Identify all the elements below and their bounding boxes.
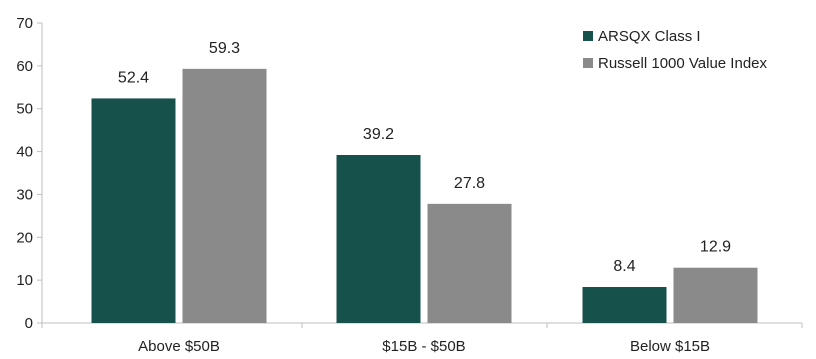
data-labels: 52.4 59.3 39.2 27.8 8.4 12.9 <box>118 40 731 275</box>
data-label: 39.2 <box>363 126 394 143</box>
data-label: 8.4 <box>613 258 635 275</box>
legend-label: ARSQX Class I <box>598 28 701 45</box>
y-tick-label: 50 <box>16 101 33 118</box>
y-tick-label: 70 <box>16 15 33 32</box>
y-tick-label: 0 <box>25 315 33 332</box>
y-tick-label: 10 <box>16 272 33 289</box>
legend-swatch <box>583 31 593 41</box>
y-tick-label: 60 <box>16 58 33 75</box>
bar-russell-1 <box>427 203 512 323</box>
data-label: 59.3 <box>209 40 240 57</box>
legend-swatch <box>583 58 593 68</box>
legend-label: Russell 1000 Value Index <box>598 55 767 72</box>
x-category-label: Above $50B <box>138 338 220 355</box>
x-axis-category-labels: Above $50B $15B - $50B Below $15B <box>138 338 710 355</box>
bars <box>91 68 758 323</box>
data-label: 12.9 <box>700 239 731 256</box>
y-tick-label: 40 <box>16 144 33 161</box>
bar-arsqx-0 <box>91 98 176 323</box>
y-tick-label: 30 <box>16 186 33 203</box>
bar-russell-0 <box>182 68 267 323</box>
y-tick-label: 20 <box>16 229 33 246</box>
x-category-label: $15B - $50B <box>382 338 465 355</box>
bar-russell-2 <box>673 267 758 323</box>
legend: ARSQX Class I Russell 1000 Value Index <box>583 28 767 72</box>
x-category-label: Below $15B <box>630 338 710 355</box>
data-label: 27.8 <box>454 175 485 192</box>
bar-arsqx-1 <box>336 155 421 323</box>
y-axis-ticks: 0 10 20 30 40 50 60 70 <box>16 15 42 332</box>
bar-arsqx-2 <box>582 287 667 323</box>
data-label: 52.4 <box>118 69 149 86</box>
